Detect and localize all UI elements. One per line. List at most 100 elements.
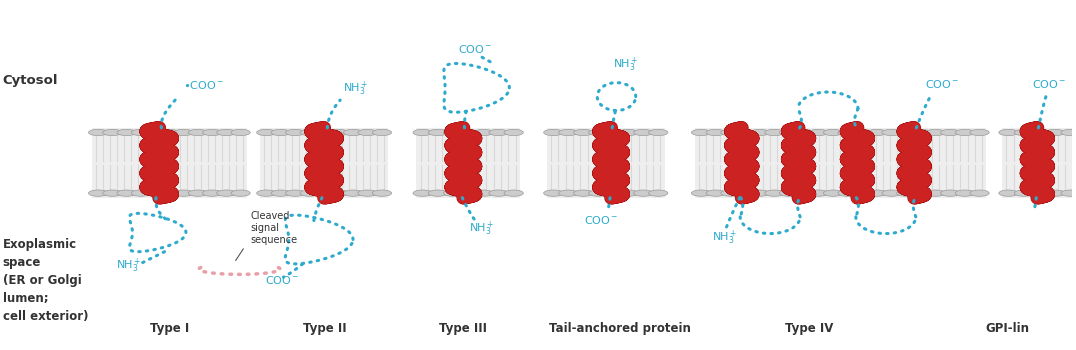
Circle shape — [271, 190, 291, 196]
Text: Exoplasmic
space
(ER or Golgi
lumen;
cell exterior): Exoplasmic space (ER or Golgi lumen; cel… — [3, 238, 88, 323]
Circle shape — [413, 130, 433, 135]
Circle shape — [955, 130, 975, 135]
Circle shape — [329, 190, 349, 196]
Text: Cleaved
signal
sequence: Cleaved signal sequence — [251, 211, 297, 245]
Circle shape — [102, 130, 122, 135]
Text: Type I: Type I — [151, 322, 189, 335]
Circle shape — [188, 130, 208, 135]
Circle shape — [750, 190, 769, 196]
Circle shape — [202, 190, 222, 196]
Bar — [695, 128, 986, 198]
Circle shape — [428, 190, 448, 196]
Circle shape — [867, 130, 887, 135]
Circle shape — [1015, 190, 1034, 196]
Circle shape — [231, 130, 251, 135]
Circle shape — [619, 190, 638, 196]
Circle shape — [257, 190, 275, 196]
Circle shape — [443, 130, 463, 135]
Circle shape — [926, 130, 945, 135]
Circle shape — [589, 190, 608, 196]
Text: NH$_3^+$: NH$_3^+$ — [469, 220, 494, 238]
Circle shape — [852, 130, 872, 135]
Circle shape — [558, 190, 578, 196]
Circle shape — [649, 130, 668, 135]
Circle shape — [216, 130, 236, 135]
Circle shape — [779, 130, 798, 135]
Circle shape — [489, 130, 508, 135]
Circle shape — [372, 130, 392, 135]
Circle shape — [604, 130, 623, 135]
Circle shape — [300, 130, 320, 135]
Circle shape — [882, 130, 902, 135]
Circle shape — [735, 190, 754, 196]
Text: COO$^-$: COO$^-$ — [458, 43, 493, 55]
Circle shape — [473, 130, 493, 135]
Circle shape — [779, 190, 798, 196]
Circle shape — [1061, 130, 1076, 135]
Bar — [91, 128, 247, 198]
Circle shape — [216, 190, 236, 196]
Circle shape — [634, 190, 653, 196]
Text: COO$^-$: COO$^-$ — [584, 214, 619, 226]
Circle shape — [721, 130, 740, 135]
Circle shape — [794, 190, 813, 196]
Circle shape — [458, 130, 478, 135]
Circle shape — [926, 190, 945, 196]
Circle shape — [1015, 130, 1034, 135]
Text: Cytosol: Cytosol — [3, 75, 58, 88]
Text: NH$_3^+$: NH$_3^+$ — [116, 257, 142, 275]
Circle shape — [428, 130, 448, 135]
Circle shape — [692, 190, 711, 196]
Bar — [260, 128, 388, 198]
Circle shape — [145, 130, 165, 135]
Circle shape — [649, 190, 668, 196]
Circle shape — [896, 130, 916, 135]
Circle shape — [940, 190, 960, 196]
Circle shape — [88, 130, 108, 135]
Circle shape — [145, 190, 165, 196]
Text: GPI-lin: GPI-lin — [986, 322, 1030, 335]
Circle shape — [969, 190, 989, 196]
Circle shape — [558, 130, 578, 135]
Circle shape — [735, 130, 754, 135]
Circle shape — [543, 130, 563, 135]
Circle shape — [358, 190, 377, 196]
Circle shape — [174, 190, 194, 196]
Circle shape — [314, 130, 334, 135]
Circle shape — [88, 190, 108, 196]
Text: Type II: Type II — [303, 322, 346, 335]
Circle shape — [343, 190, 363, 196]
Circle shape — [504, 130, 523, 135]
Circle shape — [102, 190, 122, 196]
Circle shape — [750, 130, 769, 135]
Circle shape — [300, 190, 320, 196]
Circle shape — [1061, 190, 1076, 196]
Circle shape — [911, 190, 931, 196]
Circle shape — [589, 130, 608, 135]
Circle shape — [619, 130, 638, 135]
Circle shape — [271, 130, 291, 135]
Text: NH$_3^+$: NH$_3^+$ — [712, 229, 737, 247]
Circle shape — [174, 130, 194, 135]
Circle shape — [1046, 130, 1064, 135]
Circle shape — [1030, 190, 1049, 196]
Circle shape — [257, 130, 275, 135]
Circle shape — [543, 190, 563, 196]
Circle shape — [955, 190, 975, 196]
Text: Type IV: Type IV — [785, 322, 834, 335]
Circle shape — [1046, 190, 1064, 196]
Circle shape — [852, 190, 872, 196]
Bar — [416, 128, 520, 198]
Circle shape — [131, 190, 151, 196]
Text: COO$^-$: COO$^-$ — [265, 274, 300, 286]
Circle shape — [413, 190, 433, 196]
Circle shape — [372, 190, 392, 196]
Circle shape — [285, 130, 305, 135]
Circle shape — [794, 130, 813, 135]
Circle shape — [706, 130, 725, 135]
Circle shape — [329, 130, 349, 135]
Circle shape — [809, 130, 827, 135]
Circle shape — [867, 190, 887, 196]
Circle shape — [473, 190, 493, 196]
Circle shape — [159, 130, 179, 135]
